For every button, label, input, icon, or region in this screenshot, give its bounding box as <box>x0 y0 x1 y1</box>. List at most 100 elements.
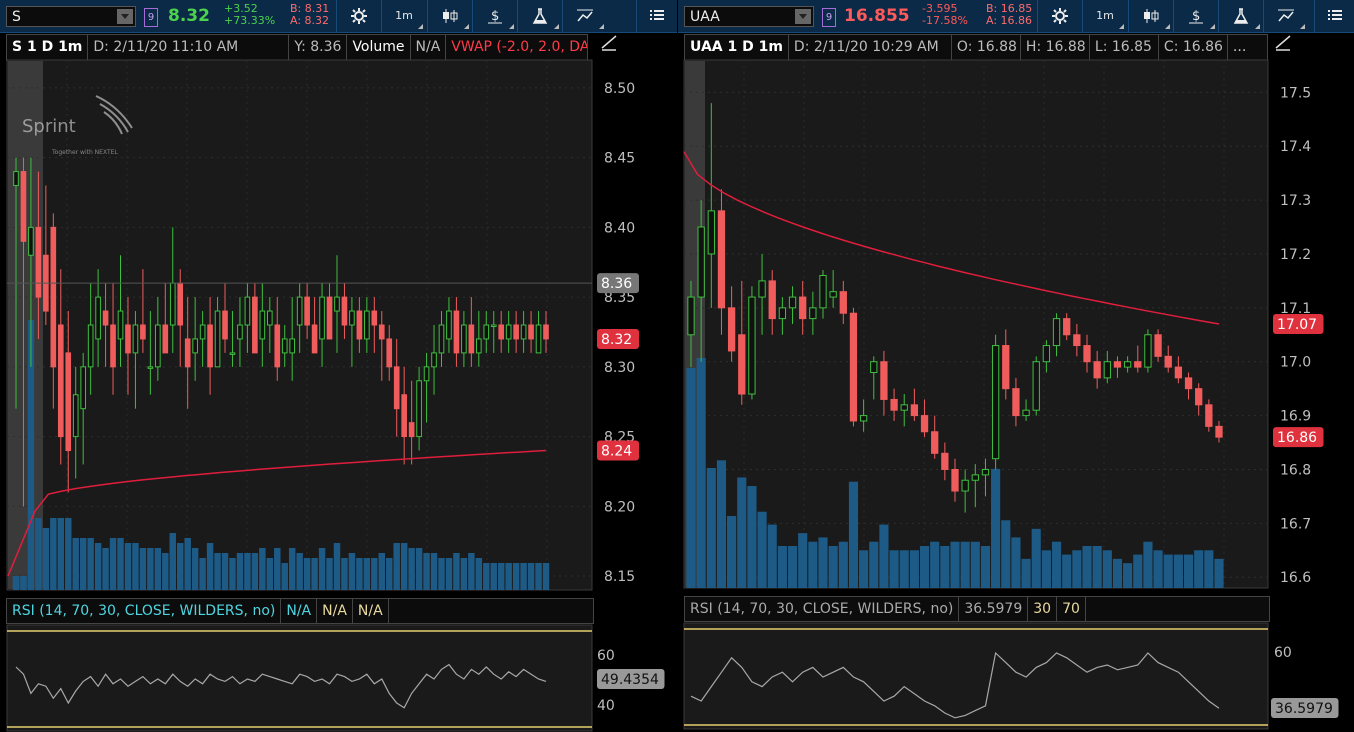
candle-body <box>1032 361 1040 411</box>
chart-type-button[interactable] <box>1128 0 1173 32</box>
link-badge[interactable]: 9 <box>822 8 836 27</box>
volume-bar <box>109 538 117 590</box>
volume-bar <box>169 533 176 590</box>
net-change-value: +3.52 <box>224 2 258 15</box>
volume-study-label[interactable]: Volume <box>347 35 411 60</box>
volume-bar <box>423 553 430 590</box>
volume-bar <box>333 543 341 590</box>
timeframe-button[interactable]: 1m <box>381 0 426 32</box>
candle-body <box>809 307 817 320</box>
candle-body <box>528 324 534 340</box>
candle-body <box>13 171 19 187</box>
volume-bar <box>57 518 65 590</box>
volume-bar <box>1112 558 1123 588</box>
volume-bar <box>468 553 475 590</box>
last-price-tag: 8.32 <box>597 328 639 349</box>
drawing-button[interactable] <box>1263 0 1308 32</box>
drawing-button[interactable] <box>562 0 607 32</box>
candles-icon <box>1144 9 1159 23</box>
link-badge[interactable]: 9 <box>144 8 158 27</box>
volume-bar <box>326 558 333 590</box>
chevron-down-icon[interactable] <box>795 9 811 24</box>
volume-bar <box>848 481 859 588</box>
volume-bar <box>35 518 42 590</box>
candle-body <box>880 361 888 400</box>
candle-body <box>758 280 766 298</box>
draw-tool-icon <box>1275 35 1291 51</box>
y-tick-label: 17.5 <box>1280 85 1311 101</box>
last-price: 16.855 <box>844 6 910 26</box>
rsi-study-label[interactable]: RSI (14, 70, 30, CLOSE, WILDERS, no) <box>685 597 960 621</box>
date-readout: D: 2/11/20 10:29 AM <box>789 35 952 60</box>
y-tick-label: 16.9 <box>1280 409 1311 425</box>
studies-button[interactable] <box>517 0 562 32</box>
candle-body <box>386 338 393 368</box>
candle-body <box>819 275 827 309</box>
volume-bar <box>1001 520 1011 588</box>
left-chart-canvas[interactable]: 8.158.208.258.308.358.408.458.50 8.368.3… <box>0 0 677 732</box>
volume-bar <box>520 563 527 590</box>
last-price-tag-text: 16.86 <box>1277 430 1317 446</box>
pricing-button[interactable]: $ <box>472 0 517 32</box>
gear-icon <box>351 8 367 24</box>
menu-icon <box>650 10 664 20</box>
chart-title[interactable]: S 1 D 1m <box>7 35 89 60</box>
candle-body <box>799 296 807 320</box>
volume-bar <box>1011 537 1021 588</box>
pricing-button[interactable]: $ <box>1173 0 1218 32</box>
volume-bar <box>356 558 363 590</box>
chart-title[interactable]: UAA 1 D 1m <box>685 35 789 60</box>
candle-body <box>341 296 348 326</box>
menu-button[interactable] <box>636 0 677 32</box>
settings-button[interactable] <box>336 0 381 32</box>
settings-button[interactable] <box>1037 0 1082 32</box>
volume-bar <box>274 548 281 590</box>
candle-body <box>304 296 310 326</box>
candle-body <box>520 324 527 340</box>
volume-bar <box>899 550 909 588</box>
rsi-tick-60: 60 <box>597 648 615 664</box>
volume-bar <box>296 553 303 590</box>
volume-bar <box>475 558 483 590</box>
dollar-icon: $ <box>1189 9 1203 24</box>
candle-body <box>147 366 154 369</box>
volume-bar <box>303 558 311 590</box>
menu-button[interactable] <box>1314 0 1354 32</box>
rsi-study-label[interactable]: RSI (14, 70, 30, CLOSE, WILDERS, no) <box>7 599 282 623</box>
sprint-logo: Sprint Together with NEXTEL <box>22 95 133 156</box>
chevron-down-icon[interactable] <box>117 9 133 24</box>
symbol-input[interactable]: UAA <box>684 6 814 27</box>
candle-body <box>252 296 258 354</box>
volume-bar <box>42 528 50 590</box>
chart-type-button[interactable] <box>427 0 472 32</box>
volume-bar <box>950 541 960 588</box>
candle-body <box>829 291 837 298</box>
candle-body <box>364 310 370 340</box>
studies-button[interactable] <box>1218 0 1263 32</box>
volume-bar <box>154 548 162 590</box>
volume-bar <box>20 576 27 590</box>
candle-body <box>1093 361 1101 379</box>
candle-body <box>483 324 490 340</box>
candle-body <box>849 312 858 422</box>
crosshair-price-tag-text: 8.36 <box>601 276 632 292</box>
candle-body <box>890 398 898 411</box>
last-price-tag-text: 8.32 <box>601 332 632 348</box>
right-chart-canvas[interactable]: 16.6 16.7 16.8 16.9 17.0 17.1 17.2 17.3 17.4 17.5… <box>678 0 1354 732</box>
volume-bar <box>808 541 818 588</box>
rsi-line <box>15 663 547 709</box>
y-tick-label: 16.7 <box>1280 516 1311 532</box>
volume-bar <box>408 548 415 590</box>
y-tick-label: 8.45 <box>604 151 635 167</box>
volume-bar <box>393 543 400 590</box>
rsi-tick-40: 40 <box>597 698 615 714</box>
candle-body <box>244 296 251 326</box>
candle-body <box>1063 318 1071 336</box>
svg-text:$: $ <box>491 9 499 24</box>
y-tick-label: 17.4 <box>1280 139 1311 155</box>
more-button[interactable]: ... <box>1232 39 1247 55</box>
timeframe-button[interactable]: 1m <box>1082 0 1127 32</box>
symbol-input[interactable]: S <box>6 6 136 27</box>
candle-body <box>87 324 94 368</box>
vwap-study-label[interactable]: VWAP (-2.0, 2.0, DAY) <box>446 35 587 60</box>
